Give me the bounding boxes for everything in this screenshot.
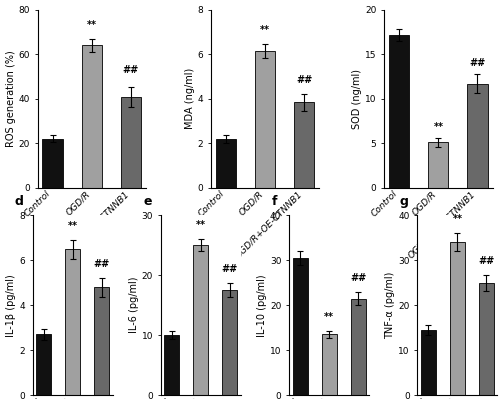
Bar — [322, 334, 336, 395]
Bar — [94, 287, 109, 395]
Text: ##: ## — [94, 259, 110, 269]
Y-axis label: IL-10 (pg/ml): IL-10 (pg/ml) — [257, 274, 267, 336]
Text: **: ** — [196, 220, 206, 231]
Bar — [120, 97, 141, 188]
Text: **: ** — [86, 20, 97, 30]
Bar — [468, 84, 487, 188]
Y-axis label: ROS generation (%): ROS generation (%) — [6, 50, 16, 147]
Bar — [428, 142, 448, 188]
Text: **: ** — [434, 122, 444, 132]
Text: a: a — [14, 0, 22, 3]
Text: ##: ## — [222, 264, 238, 274]
Text: ##: ## — [296, 75, 312, 85]
Text: **: ** — [324, 312, 334, 322]
Y-axis label: SOD (ng/ml): SOD (ng/ml) — [352, 69, 362, 129]
Bar — [294, 102, 314, 188]
Text: ##: ## — [470, 58, 486, 68]
Y-axis label: TNF-α (pg/ml): TNF-α (pg/ml) — [386, 272, 396, 339]
Bar — [421, 330, 436, 395]
Bar — [164, 335, 180, 395]
Text: ##: ## — [350, 273, 366, 283]
Bar — [479, 283, 494, 395]
Bar — [222, 290, 238, 395]
Bar — [82, 45, 102, 188]
Bar — [255, 51, 275, 188]
Bar — [450, 242, 465, 395]
Text: e: e — [143, 195, 152, 208]
Y-axis label: IL-6 (pg/ml): IL-6 (pg/ml) — [129, 277, 139, 334]
Text: **: ** — [260, 25, 270, 35]
Bar — [389, 35, 409, 188]
Text: **: ** — [68, 221, 78, 231]
Bar — [42, 139, 62, 188]
Bar — [194, 245, 208, 395]
Text: f: f — [272, 195, 277, 208]
Bar — [350, 298, 366, 395]
Text: c: c — [360, 0, 368, 3]
Text: ##: ## — [122, 65, 139, 75]
Y-axis label: IL-1β (pg/ml): IL-1β (pg/ml) — [6, 274, 16, 337]
Text: ##: ## — [478, 256, 494, 266]
Text: b: b — [187, 0, 196, 3]
Text: g: g — [400, 195, 408, 208]
Bar — [65, 249, 80, 395]
Bar — [216, 139, 236, 188]
Text: **: ** — [452, 214, 462, 224]
Text: d: d — [15, 195, 24, 208]
Bar — [292, 258, 308, 395]
Y-axis label: MDA (ng/ml): MDA (ng/ml) — [184, 68, 194, 129]
Bar — [36, 334, 51, 395]
